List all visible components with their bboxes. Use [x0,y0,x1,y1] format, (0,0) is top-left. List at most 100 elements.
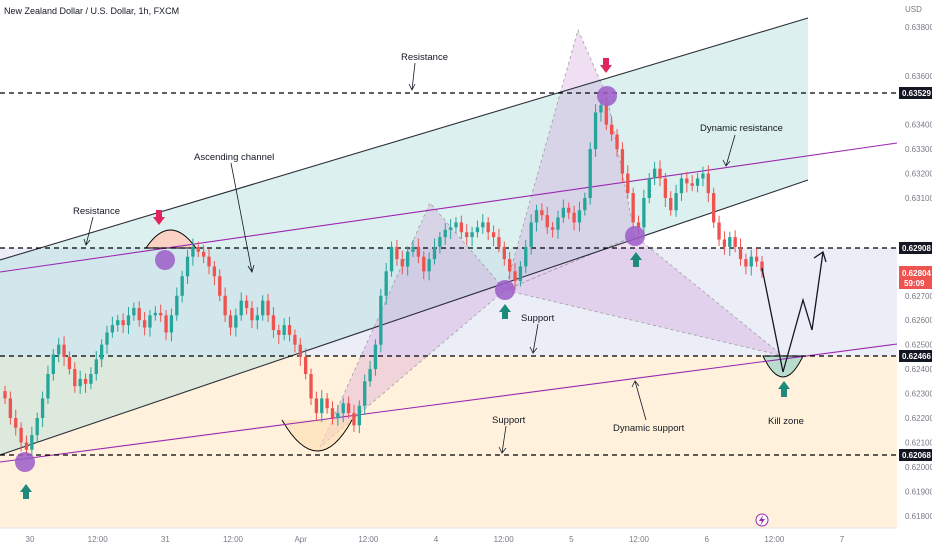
bear-candle [572,212,576,223]
bear-candle [465,232,469,238]
bear-candle [545,215,549,228]
bear-candle [615,134,619,150]
bear-candle [626,173,630,194]
bull-candle [153,312,157,316]
bull-candle [427,259,431,272]
svg-text:0.62068: 0.62068 [902,451,931,460]
label-dynamic-support: Dynamic support [613,423,685,434]
bull-candle [175,295,179,316]
bull-candle [341,403,345,414]
bull-candle [405,251,410,267]
time-axis[interactable]: 30 12:00 31 12:00 Apr 12:00 4 12:00 5 12:00 6 12:00… [0,527,897,544]
axis-currency-label: USD [905,5,922,14]
bull-candle [180,276,184,296]
y-tick-label: 0.62600 [905,316,932,325]
up-arrow-icon [499,304,511,319]
bear-candle [486,222,490,233]
channel-lower-line [0,179,809,456]
touch-marker [155,250,175,270]
x-tick-label: 4 [434,535,439,544]
bear-candle [604,105,608,125]
x-tick-label: 6 [704,535,709,544]
price-axis[interactable]: USD 0.63800 0.63600 0.63400 0.63300 0.63200 0… [899,5,932,521]
bear-candle [73,369,77,387]
bear-candle [491,232,496,238]
bull-candle [695,178,700,186]
touch-marker [625,226,645,246]
touch-marker [495,280,515,300]
bear-candle [690,183,694,186]
bull-candle [320,398,324,414]
bear-candle [620,149,625,174]
bear-candle [3,391,7,399]
bear-candle [303,356,308,374]
candlestick-series [3,98,764,457]
bear-candle [164,315,168,333]
bear-candle [266,300,270,316]
bear-candle [717,222,721,240]
x-tick-label: 12:00 [629,535,650,544]
bear-candle [196,246,200,252]
bear-candle [550,227,555,230]
y-tick-label: 0.62000 [905,463,932,472]
bull-candle [728,237,732,247]
bull-candle [647,178,651,198]
bull-candle [89,374,93,384]
bull-candle [169,315,174,333]
bear-candle [669,198,673,211]
y-tick-label: 0.62300 [905,390,932,399]
bear-candle [277,330,281,335]
bull-candle [481,222,485,228]
bear-candle [706,173,710,194]
plot-area: Resistance Resistance Ascending channel … [0,17,897,528]
bull-candle [363,381,367,406]
bull-candle [749,256,753,267]
bear-candle [760,261,764,272]
bear-candle [24,442,29,450]
bull-candle [448,227,453,230]
x-tick-label: 30 [26,535,35,544]
bull-candle [94,359,98,374]
svg-text:0.62804: 0.62804 [902,269,931,278]
dynamic-resistance-line [0,142,897,273]
x-tick-label: 7 [840,535,845,544]
lightning-icon[interactable] [755,513,769,527]
svg-text:0.62466: 0.62466 [902,352,931,361]
bear-candle [250,308,254,321]
bear-candle [309,374,313,399]
bull-candle [599,105,603,113]
bear-candle [400,259,404,267]
y-tick-label: 0.63200 [905,170,932,179]
bear-candle [513,271,517,282]
x-tick-label: Apr [294,535,307,544]
y-tick-label: 0.62700 [905,292,932,301]
svg-text:59:09: 59:09 [904,279,925,288]
bear-candle [218,276,222,296]
bull-candle [642,198,646,228]
bull-candle [255,315,259,321]
bull-candle [475,227,480,233]
bear-candle [722,239,727,247]
bull-candle [234,315,238,328]
x-tick-label: 12:00 [223,535,244,544]
bear-candle [271,315,276,330]
price-tag-current: 0.62804 59:09 [899,266,932,289]
bear-candle [201,251,206,257]
rounded-top-highlight [145,229,197,249]
bull-candle [239,300,243,316]
bull-candle [373,344,378,370]
x-tick-label: 12:00 [358,535,379,544]
up-arrow-icon [20,484,32,499]
bear-candle [754,256,759,262]
bull-candle [556,217,560,230]
harmonic-wing-right [503,235,784,357]
bear-candle [223,295,227,316]
y-tick-label: 0.63100 [905,194,932,203]
label-ascending-channel: Ascending channel [194,152,274,163]
bear-candle [228,315,233,328]
y-tick-label: 0.63400 [905,121,932,130]
svg-text:0.63529: 0.63529 [902,89,931,98]
bear-candle [422,256,426,272]
bull-candle [282,325,286,335]
